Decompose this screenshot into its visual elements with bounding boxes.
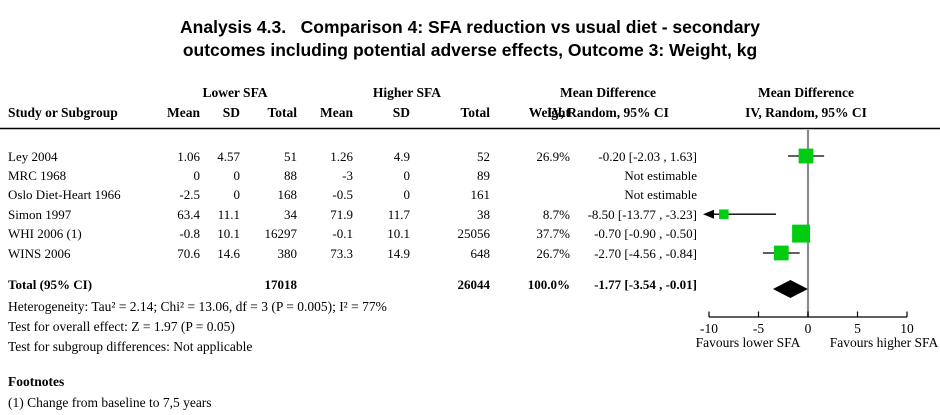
cell-weight: 26.9% — [536, 148, 570, 164]
study-name: Ley 2004 — [8, 148, 58, 164]
cell-total2: 38 — [477, 206, 490, 222]
cell-total2: 161 — [470, 187, 491, 203]
point-estimate-square — [792, 224, 811, 243]
cell-sd1: 0 — [233, 167, 241, 183]
cell-total1: 168 — [277, 187, 298, 203]
cell-sd2: 0 — [403, 187, 411, 203]
cell-ci: Not estimable — [624, 167, 697, 183]
cell-mean2: 73.3 — [330, 245, 353, 261]
footnotes-heading: Footnotes — [8, 374, 65, 389]
total-diamond — [772, 280, 808, 298]
total-row-ci: -1.77 [-3.54 , -0.01] — [594, 277, 697, 292]
cell-sd1: 4.57 — [217, 148, 240, 164]
cell-weight: 37.7% — [536, 226, 570, 242]
point-estimate-square — [773, 245, 789, 261]
cell-total2: 25056 — [457, 226, 491, 242]
cell-ci: -0.20 [-2.03 , 1.63] — [598, 148, 697, 164]
point-estimate-square — [719, 209, 729, 219]
cell-total1: 380 — [277, 245, 298, 261]
study-name: WHI 2006 (1) — [8, 226, 82, 242]
plot-header-mean-difference: Mean Difference — [757, 85, 855, 100]
group-header-lower-sfa: Lower SFA — [202, 85, 268, 100]
subgroup-differences-stat: Test for subgroup differences: Not appli… — [8, 339, 253, 354]
cell-total1: 51 — [284, 148, 297, 164]
column-header-study: Study or Subgroup — [8, 105, 118, 120]
cell-mean2: 71.9 — [330, 206, 353, 222]
favours-right-label: Favours higher SFA — [830, 335, 939, 350]
cell-weight: 26.7% — [536, 245, 570, 261]
overall-effect-stat: Test for overall effect: Z = 1.97 (P = 0… — [8, 319, 235, 334]
plot-subheader-ci: IV, Random, 95% CI — [745, 105, 867, 120]
cell-ci: Not estimable — [624, 187, 697, 203]
cell-ci: -0.70 [-0.90 , -0.50] — [594, 226, 697, 242]
column-header-ci: IV, Random, 95% CI — [547, 105, 669, 120]
column-header-sd1: SD — [222, 105, 240, 120]
x-axis-tick-label: 0 — [805, 321, 812, 336]
x-axis-tick-label: 5 — [854, 321, 861, 336]
column-header-mean2: Mean — [320, 105, 353, 120]
cell-mean1: 70.6 — [177, 245, 200, 261]
cell-ci: -8.50 [-13.77 , -3.23] — [587, 206, 697, 222]
cell-mean2: -3 — [342, 167, 353, 183]
cell-sd1: 0 — [233, 187, 241, 203]
footnote-1: (1) Change from baseline to 7,5 years — [8, 395, 212, 410]
study-name: Simon 1997 — [8, 206, 72, 222]
study-name: MRC 1968 — [8, 167, 67, 183]
cell-mean1: 0 — [193, 167, 201, 183]
total-row-weight: 100.0% — [527, 277, 570, 292]
favours-left-label: Favours lower SFA — [696, 335, 801, 350]
cell-sd2: 14.9 — [387, 245, 410, 261]
cell-weight: 8.7% — [542, 206, 570, 222]
cell-total2: 648 — [470, 245, 491, 261]
cell-total1: 34 — [284, 206, 297, 222]
cell-total2: 89 — [477, 167, 490, 183]
cell-ci: -2.70 [-4.56 , -0.84] — [594, 245, 697, 261]
cell-total1: 16297 — [264, 226, 298, 242]
total-row-total1: 17018 — [264, 277, 298, 292]
total-row-total2: 26044 — [457, 277, 491, 292]
cell-mean1: -0.8 — [179, 226, 200, 242]
group-header-mean-difference: Mean Difference — [559, 85, 657, 100]
x-axis-tick-label: -5 — [753, 321, 764, 336]
group-header-higher-sfa: Higher SFA — [372, 85, 442, 100]
cell-sd2: 0 — [403, 167, 411, 183]
total-row-label: Total (95% CI) — [8, 277, 93, 292]
cell-total2: 52 — [477, 148, 490, 164]
cell-mean1: 63.4 — [177, 206, 200, 222]
column-header-sd2: SD — [392, 105, 410, 120]
point-estimate-square — [798, 148, 814, 164]
column-header-mean1: Mean — [167, 105, 200, 120]
x-axis-tick-label: 10 — [900, 321, 914, 336]
cell-sd1: 10.1 — [217, 226, 240, 242]
cell-mean1: 1.06 — [177, 148, 200, 164]
analysis-title-line2: outcomes including potential adverse eff… — [182, 40, 758, 60]
study-name: Oslo Diet-Heart 1966 — [8, 187, 121, 203]
cell-sd2: 11.7 — [387, 206, 410, 222]
analysis-title-line1: Analysis 4.3. Comparison 4: SFA reductio… — [180, 17, 760, 37]
cell-mean2: 1.26 — [330, 148, 353, 164]
cell-sd2: 4.9 — [393, 148, 410, 164]
cell-mean2: -0.1 — [332, 226, 353, 242]
cell-sd1: 11.1 — [217, 206, 240, 222]
cell-mean2: -0.5 — [332, 187, 353, 203]
cell-total1: 88 — [284, 167, 297, 183]
column-header-total1: Total — [267, 105, 297, 120]
column-header-total2: Total — [460, 105, 490, 120]
ci-arrow-left — [703, 209, 714, 219]
study-name: WINS 2006 — [8, 245, 71, 261]
cell-sd1: 14.6 — [217, 245, 240, 261]
cell-sd2: 10.1 — [387, 226, 410, 242]
x-axis-tick-label: -10 — [700, 321, 718, 336]
heterogeneity-stat: Heterogeneity: Tau² = 2.14; Chi² = 13.06… — [8, 299, 387, 314]
cell-mean1: -2.5 — [179, 187, 200, 203]
column-header-weight: Weight — [528, 105, 570, 120]
